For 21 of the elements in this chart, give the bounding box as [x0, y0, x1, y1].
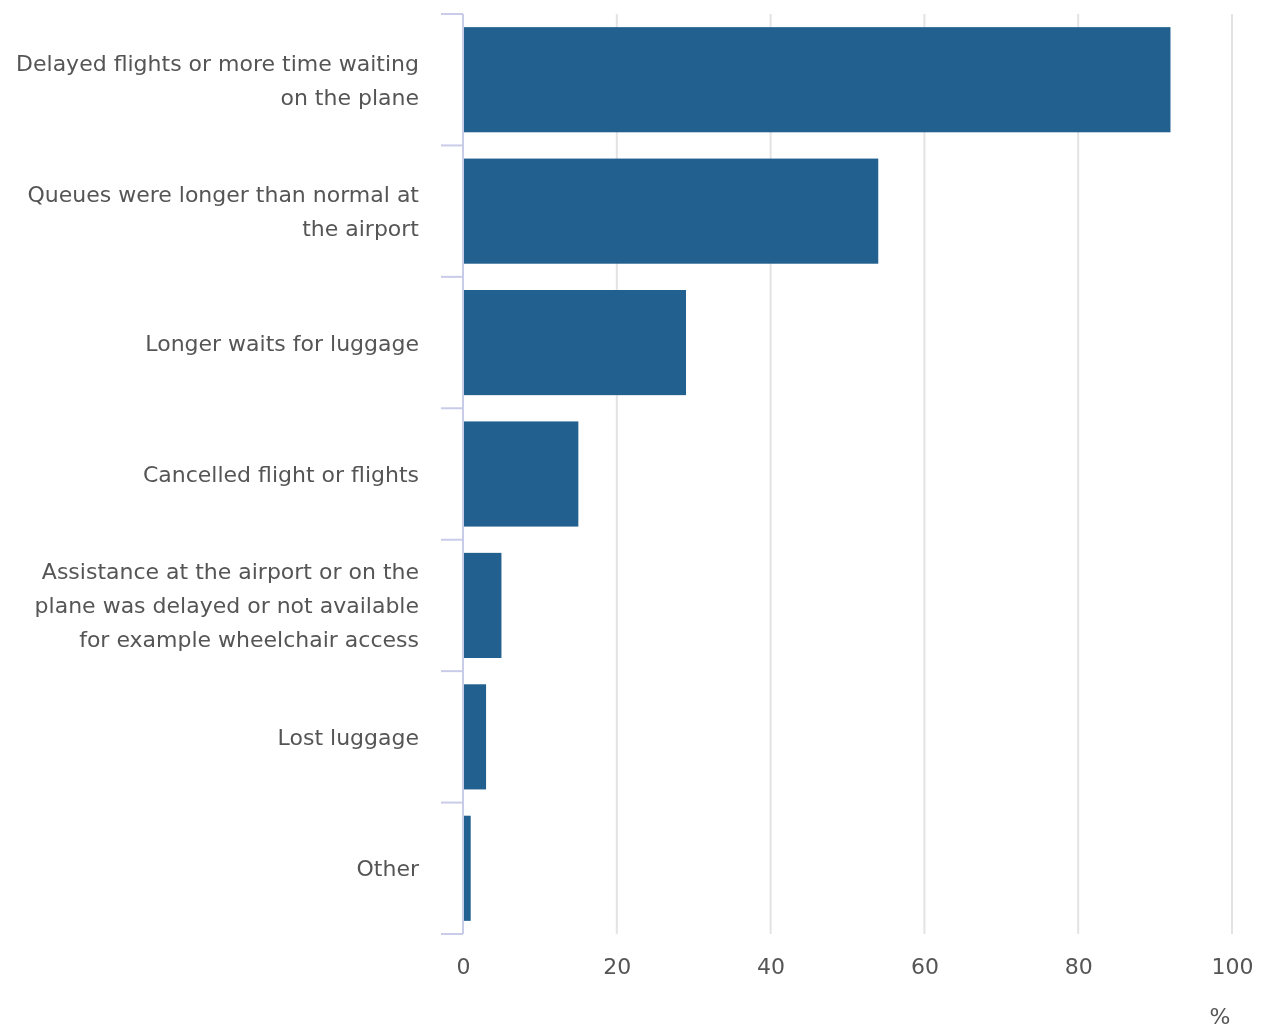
x-tick-label: 0: [456, 953, 471, 979]
bar: [463, 815, 471, 921]
bar: [463, 684, 487, 790]
bar: [463, 552, 502, 658]
y-tick-label: Other: [356, 856, 420, 882]
bar: [463, 158, 879, 264]
y-tick-label: Delayed flights or more time waiting on the plane: [16, 50, 419, 110]
y-tick-label: Longer waits for luggage: [145, 330, 419, 356]
bar: [463, 290, 687, 396]
y-tick-label: Lost luggage: [277, 724, 419, 750]
bar: [463, 27, 1171, 133]
x-tick-label: 80: [1064, 953, 1093, 979]
y-tick-label: Cancelled flight or flights: [142, 462, 419, 487]
x-tick-label: 20: [603, 953, 632, 979]
x-tick-label: 100: [1211, 953, 1254, 979]
y-tick-label: Queues were longer than normal at the airport: [27, 182, 420, 242]
y-tick-label: Assistance at the airport or on the plane was delayed or not available for example wheelchair access: [34, 559, 419, 653]
bar: [463, 421, 579, 527]
x-axis-title: %: [1209, 1004, 1231, 1026]
x-tick-label: 60: [910, 953, 939, 979]
x-tick-label: 40: [757, 953, 786, 979]
